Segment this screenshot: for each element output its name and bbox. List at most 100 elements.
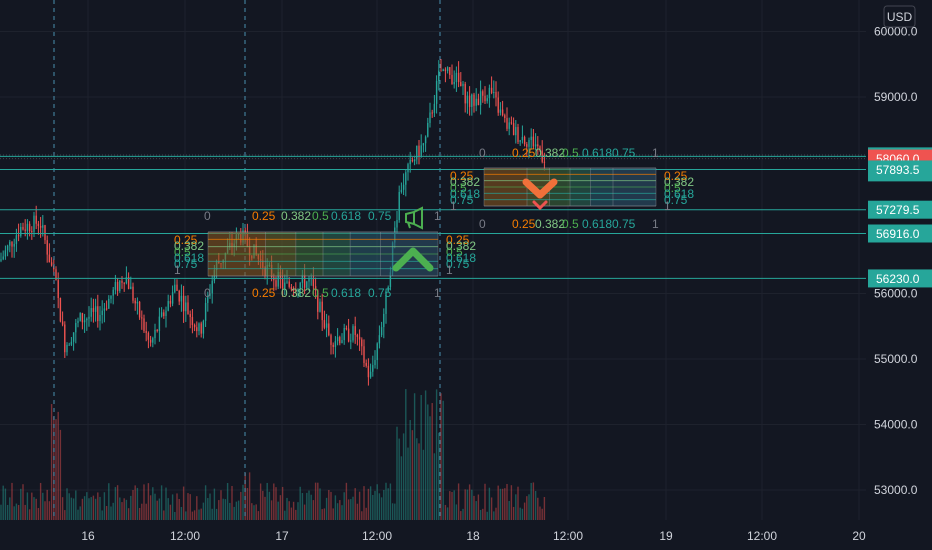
fib-label: 0.75 [664, 193, 688, 207]
megaphone-icon[interactable] [405, 206, 423, 230]
candle-body [416, 145, 418, 160]
volume-bar [145, 503, 147, 520]
volume-bar [114, 487, 117, 520]
candle-body [460, 82, 462, 87]
volume-bar [482, 508, 484, 520]
volume-bar [90, 497, 92, 520]
volume-bar [97, 492, 99, 520]
price-badge [868, 160, 932, 179]
candle-body [61, 321, 64, 325]
candle-body [528, 139, 530, 147]
candle-body [2, 256, 4, 260]
candle-body [464, 83, 466, 104]
fib-label: 0.25 [174, 233, 198, 247]
volume-bar [343, 492, 345, 520]
volume-bar [345, 482, 348, 520]
volume-bar [103, 492, 106, 520]
candle-body [347, 328, 350, 342]
candle-body [83, 320, 86, 323]
fib-label: 1 [652, 217, 659, 231]
price-axis[interactable]: 60000.0 59000.0 56000.0 55000.0 54000.0 53000… [874, 25, 918, 498]
volume-bar [427, 404, 429, 520]
candle-body [94, 306, 97, 312]
time-axis[interactable]: 16 12:00 17 12:00 18 12:00 19 12:00 20 [81, 529, 866, 543]
fib-label: 0.5 [312, 286, 329, 300]
candle-body [367, 365, 370, 378]
candle-body [376, 343, 378, 361]
currency-button[interactable]: USD [883, 5, 916, 28]
candle-body [158, 316, 161, 331]
volume-bar [528, 494, 530, 520]
volume-bar [354, 488, 356, 520]
fib-label: 0.5 [174, 245, 191, 259]
fib-label: 0.618 [582, 217, 612, 231]
fib-label: 0.382 [281, 209, 311, 223]
volume-bar [138, 507, 141, 520]
fib-label: 1 [664, 199, 671, 213]
candle-body [387, 286, 389, 292]
volume-bar [493, 511, 495, 520]
volume-bar [174, 511, 176, 520]
volume-bar [389, 483, 392, 520]
up-arrow-icon[interactable] [392, 247, 434, 272]
candle-body [424, 136, 427, 144]
volume-bar [207, 498, 209, 520]
volume-bar [321, 509, 323, 520]
candle-body [103, 308, 106, 311]
volume-bar [273, 483, 275, 520]
volume-bar [198, 509, 200, 520]
volume-bar [270, 500, 273, 520]
volume-bar [455, 504, 458, 520]
volume-bar [350, 499, 352, 520]
candle-body [9, 241, 11, 246]
candle-body [510, 122, 513, 124]
volume-bar [400, 456, 403, 520]
volume-bar [257, 511, 260, 520]
volume-bar [488, 487, 491, 520]
candle-body [352, 326, 354, 341]
candle-body [330, 335, 332, 345]
candle-body [477, 98, 480, 106]
candle-body [407, 164, 409, 173]
fib-label: 0.618 [446, 251, 476, 265]
candle-body [86, 318, 88, 321]
fib-label: 0.382 [535, 217, 565, 231]
down-arrow-icon[interactable] [522, 178, 558, 211]
candle-body [209, 293, 211, 296]
volume-bar [468, 484, 471, 520]
candle-body [385, 291, 387, 314]
candle-body [466, 95, 469, 104]
volume-bar [224, 499, 227, 520]
volume-bar [66, 488, 68, 520]
volume-bar [262, 490, 264, 520]
candle-body [152, 338, 154, 343]
candle-body [288, 281, 290, 287]
volume-bar [101, 510, 103, 520]
candle-body [81, 313, 84, 323]
candle-body [312, 277, 315, 287]
candle-body [332, 344, 334, 347]
y-tick-label: 55000.0 [874, 352, 918, 366]
volume-bar [372, 495, 374, 520]
y-tick-label: 60000.0 [874, 25, 918, 39]
volume-bar [235, 501, 238, 520]
volume-bar [361, 511, 363, 520]
volume-bar [473, 495, 475, 520]
candle-body [143, 318, 145, 332]
volume-bar [339, 500, 341, 520]
candle-body [132, 286, 134, 301]
volume-bar [28, 509, 31, 520]
candle-body [149, 339, 152, 343]
candle-body [334, 341, 337, 347]
candle-body [512, 123, 515, 136]
volume-bar [31, 492, 33, 520]
volume-bar [431, 403, 433, 520]
volume-bar [442, 400, 444, 520]
candle-body [59, 297, 62, 322]
volume-bar [171, 494, 174, 520]
volume-bar [301, 493, 304, 520]
volume-bar [530, 482, 532, 520]
volume-bar [20, 488, 22, 520]
